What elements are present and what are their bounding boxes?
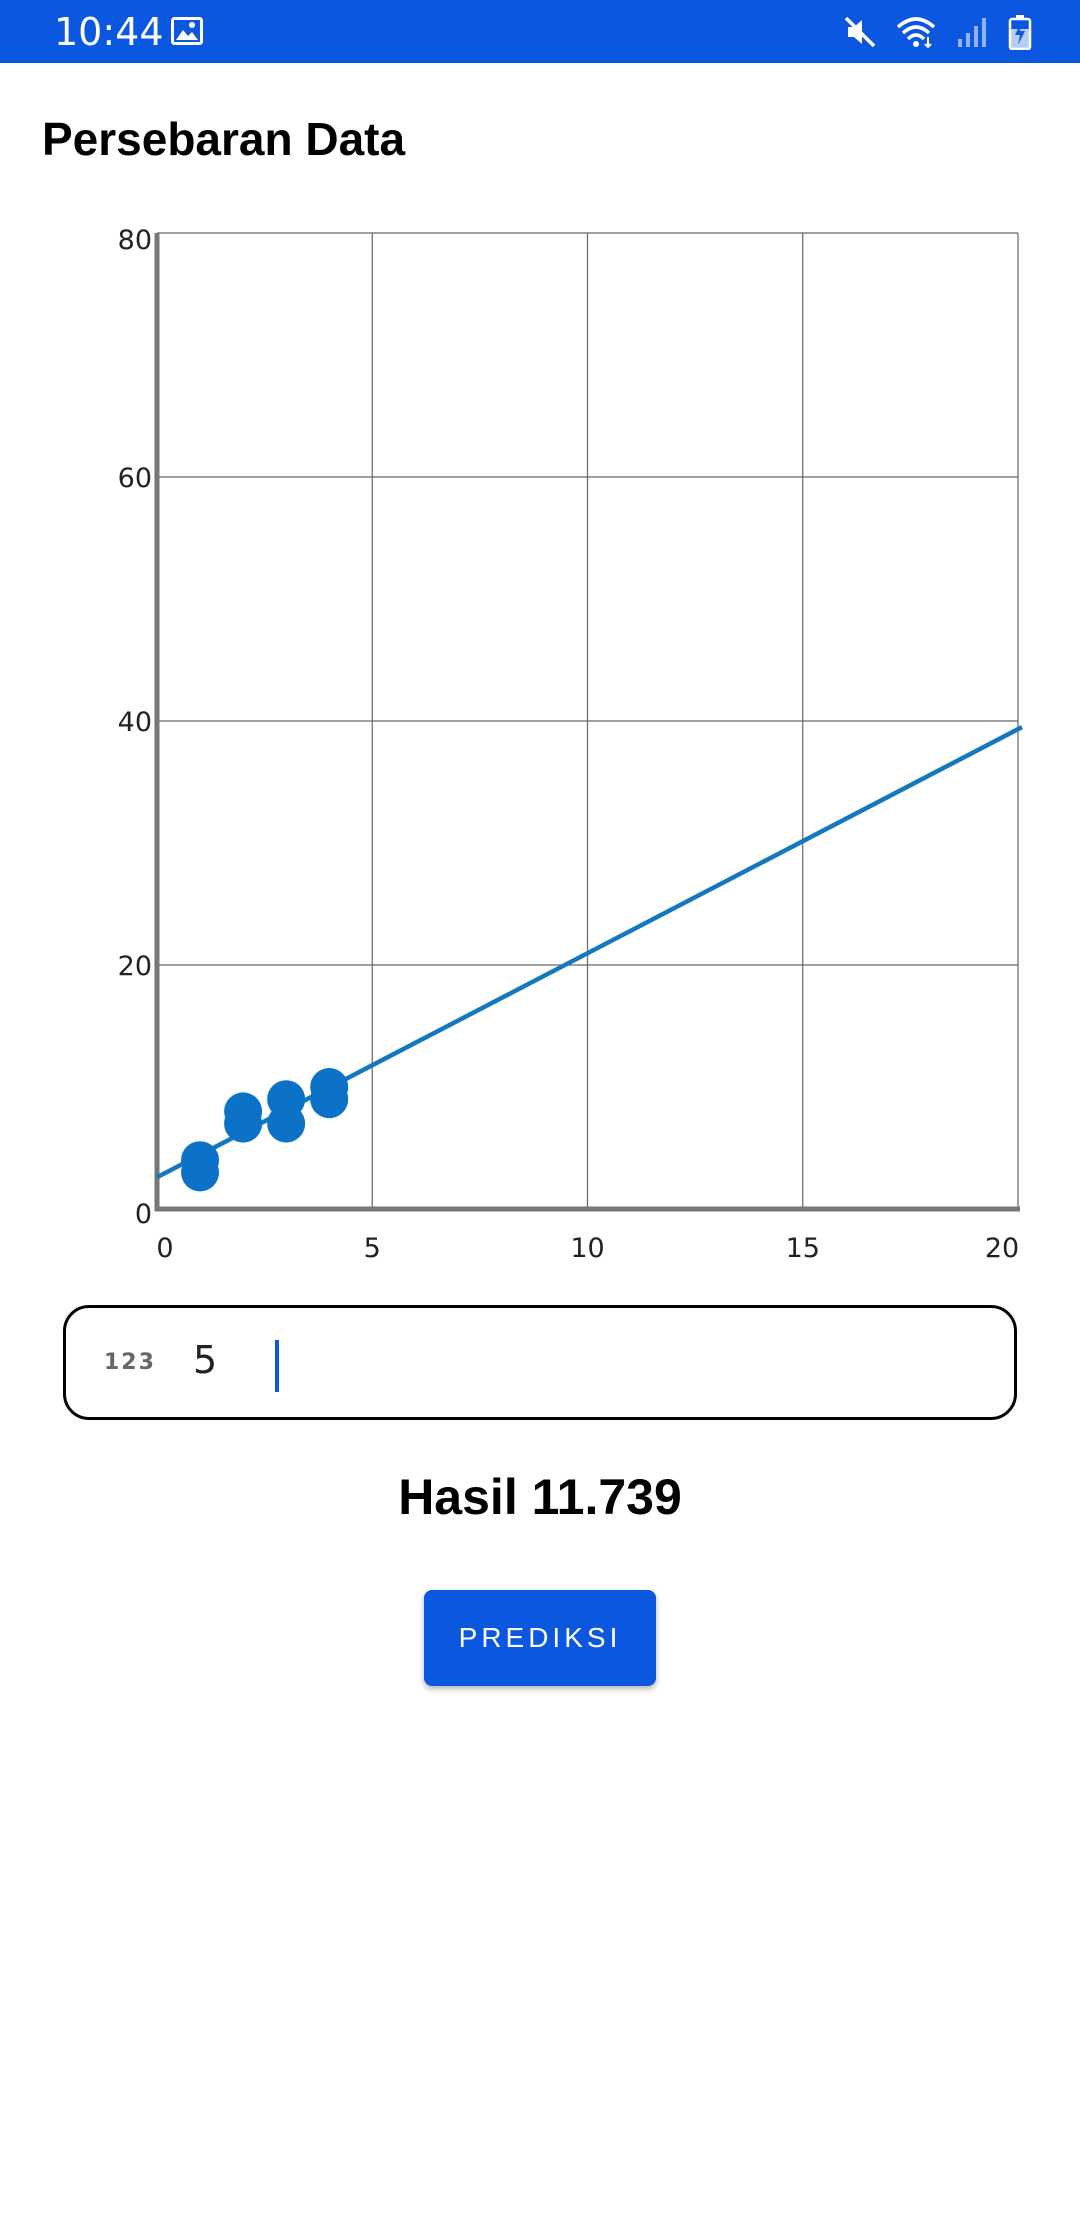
number-input[interactable] [193, 1338, 973, 1382]
y-tick-label: 40 [118, 707, 152, 738]
data-point [310, 1068, 349, 1106]
x-tick-label: 5 [364, 1233, 381, 1260]
status-icons [844, 12, 1032, 52]
result-text: Hasil 11.739 [398, 1469, 682, 1525]
data-point [224, 1092, 263, 1131]
wifi-icon [896, 17, 936, 49]
scatter-chart: 0 5 10 15 20 0 20 40 60 80 [0, 200, 1080, 1260]
gallery-icon [171, 17, 203, 45]
x-tick-label: 20 [985, 1233, 1019, 1260]
mute-icon [844, 16, 876, 48]
predict-button[interactable]: PREDIKSI [424, 1590, 656, 1686]
x-tick-label: 10 [570, 1233, 604, 1260]
number-input-box[interactable]: 123 [63, 1305, 1017, 1420]
data-point [267, 1080, 306, 1119]
text-caret [275, 1340, 279, 1392]
page-title: Persebaran Data [42, 113, 406, 165]
y-tick-label: 80 [118, 225, 152, 256]
chart-svg: 0 5 10 15 20 0 20 40 60 80 [118, 225, 1024, 1260]
x-tick-label: 15 [786, 1233, 820, 1260]
y-tick-label: 60 [118, 463, 152, 494]
x-tick-label: 0 [156, 1233, 173, 1260]
y-tick-label: 0 [135, 1199, 152, 1230]
status-time: 10:44 [54, 10, 164, 54]
data-point [181, 1141, 220, 1180]
status-bar: 10:44 [0, 0, 1080, 63]
signal-icon [958, 18, 986, 47]
numeric-keypad-icon: 123 [104, 1350, 156, 1375]
y-tick-label: 20 [118, 951, 152, 982]
battery-charging-icon [1008, 15, 1032, 50]
